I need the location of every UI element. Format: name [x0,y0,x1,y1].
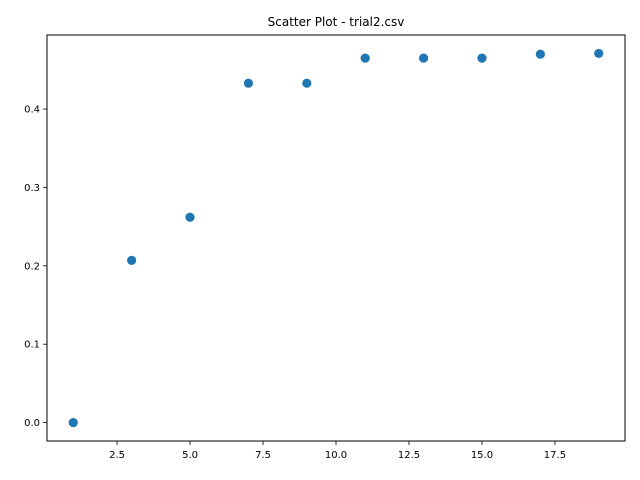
y-tick-label: 0.4 [24,105,40,116]
x-tick-label: 17.5 [544,450,566,461]
data-point [243,78,254,88]
data-point [594,48,604,59]
x-tick-label: 2.5 [109,450,125,461]
y-axis-ticks: 0.0 0.1 0.2 0.3 0.4 [24,105,47,429]
x-tick-label: 15.0 [471,450,493,461]
data-point [477,53,487,63]
x-tick-label: 7.5 [255,450,271,461]
plot-area-frame [46,34,626,442]
x-tick-label: 5.0 [182,450,198,461]
y-tick-label: 0.1 [24,340,40,351]
x-axis-ticks: 2.5 5.0 7.5 10.0 12.5 15.0 17.5 [109,441,566,461]
data-points [68,48,604,428]
data-point [360,53,370,63]
data-point [535,49,545,59]
data-point [68,417,78,428]
y-tick-label: 0.0 [24,418,40,429]
y-tick-label: 0.2 [24,261,40,272]
y-tick-label: 0.3 [24,183,40,194]
chart-title: Scatter Plot - trial2.csv [268,15,405,29]
data-point [418,53,429,63]
x-tick-label: 12.5 [398,450,420,461]
data-point [302,78,312,88]
x-tick-label: 10.0 [325,450,347,461]
data-point [185,212,195,222]
data-point [127,255,137,265]
